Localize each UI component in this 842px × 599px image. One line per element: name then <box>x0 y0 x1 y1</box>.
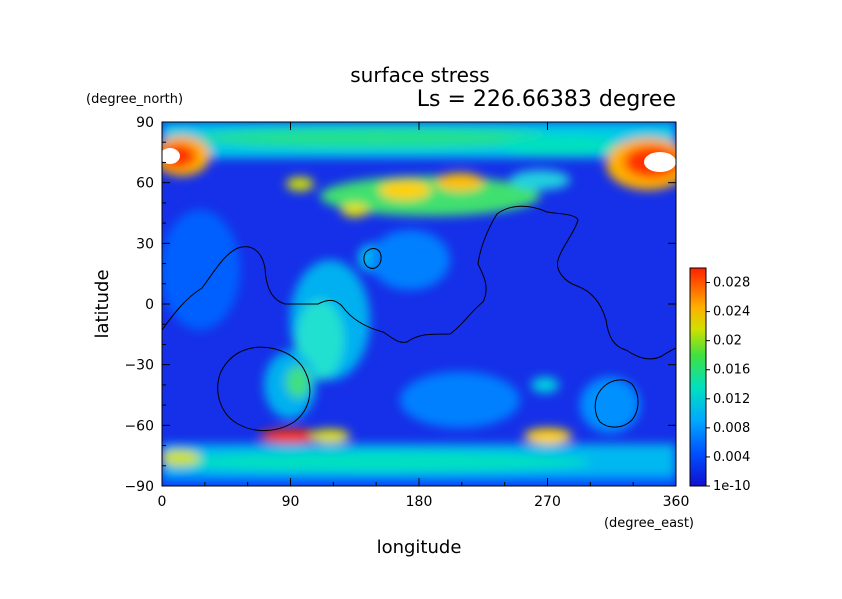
colorbar: 1e-10 0.004 0.008 0.012 0.016 0.02 0.024 0.028 <box>689 267 751 494</box>
cap-east-white <box>644 152 676 172</box>
colorbar-scale <box>689 267 707 487</box>
midlat-peak3 <box>341 203 369 217</box>
midlat-peak2 <box>436 173 484 191</box>
band-south-peak1 <box>260 429 320 443</box>
hellas-core <box>286 366 310 398</box>
x-tick-label: 180 <box>406 494 433 510</box>
colorbar-tick-label: 1e-10 <box>713 479 751 494</box>
topo-contour-elysium <box>363 248 382 269</box>
midlat-west <box>286 177 314 191</box>
colorbar-tick-label: 0.008 <box>713 421 750 436</box>
cap-west-white <box>162 148 180 164</box>
colorbar-tick-label: 0.024 <box>713 305 750 320</box>
colorbar-tick-label: 0.004 <box>713 450 750 465</box>
colorbar-ticks: 1e-10 0.004 0.008 0.012 0.016 0.02 0.024 0.028 <box>706 276 751 494</box>
y-tick-label: −90 <box>124 479 154 495</box>
x-tick-label: 360 <box>663 494 690 510</box>
y-tick-label: 30 <box>136 236 154 252</box>
central-streak-core <box>296 300 344 380</box>
y-tick-label: 0 <box>145 297 154 313</box>
southern-mid <box>400 372 520 428</box>
band-south-peak3 <box>162 450 200 466</box>
band-south-peak4 <box>310 429 350 443</box>
y-unit-label: (degree_north) <box>86 92 183 107</box>
band-north-east <box>500 135 620 155</box>
colorbar-tick-label: 0.012 <box>713 392 750 407</box>
chart-subtitle: Ls = 226.66383 degree <box>417 87 676 112</box>
topo-contour-hellas <box>217 346 311 431</box>
midlat-east <box>510 170 570 190</box>
y-ticks: 90 60 30 0 −30 −60 −90 <box>124 115 676 495</box>
x-ticks: 0 90 180 270 360 <box>158 122 690 510</box>
southeast-patch <box>531 377 559 393</box>
band-north-core <box>200 128 560 148</box>
chart-title: surface stress <box>350 63 489 87</box>
y-axis-label: latitude <box>92 269 113 338</box>
topo-contour-argyre <box>594 379 639 428</box>
heatmap-field <box>162 122 676 486</box>
x-tick-label: 0 <box>158 494 167 510</box>
x-tick-label: 90 <box>282 494 300 510</box>
y-tick-label: −30 <box>124 358 154 374</box>
colorbar-tick-label: 0.02 <box>713 334 742 349</box>
y-tick-label: 60 <box>136 176 154 192</box>
central-mid <box>370 230 450 290</box>
midlat-band <box>320 176 540 216</box>
y-tick-label: 90 <box>136 115 154 131</box>
x-axis-label: longitude <box>377 537 462 558</box>
band-south-core <box>170 452 590 472</box>
topo-contour-west <box>162 205 676 360</box>
colorbar-tick-label: 0.016 <box>713 363 750 378</box>
midlat-peak1 <box>379 180 431 200</box>
colorbar-tick-label: 0.028 <box>713 276 750 291</box>
argyre-patch <box>580 377 640 433</box>
x-unit-label: (degree_east) <box>604 516 694 531</box>
x-tick-label: 270 <box>534 494 561 510</box>
band-south-peak2 <box>524 428 572 444</box>
western-patch <box>162 210 240 330</box>
y-tick-label: −60 <box>124 418 154 434</box>
